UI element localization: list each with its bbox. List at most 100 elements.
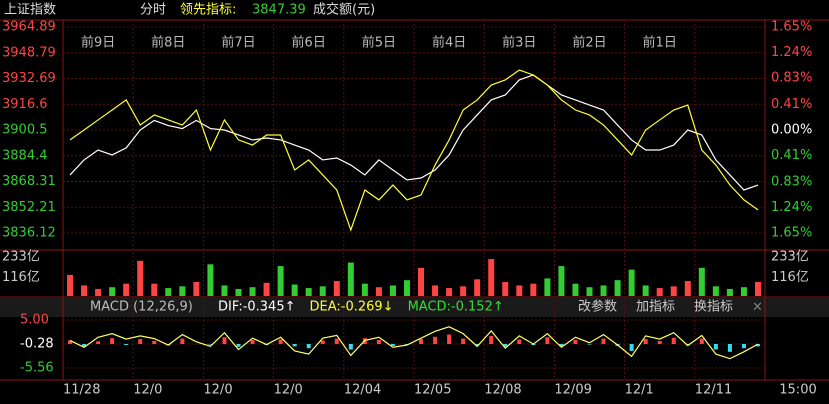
volume-bar (684, 281, 691, 296)
volume-bar (530, 283, 537, 296)
volume-bar (628, 269, 635, 296)
macd-bar (601, 338, 606, 344)
macd-bar (404, 344, 409, 345)
macd-bar (475, 344, 480, 346)
macd-bar (671, 337, 676, 344)
x-tick-label: 12/11 (695, 383, 732, 398)
macd-bar (334, 338, 339, 344)
day-label: 前8日 (151, 35, 185, 51)
x-tick-label: 12/0 (133, 383, 162, 398)
lead-name: 领先指标: (180, 3, 236, 18)
price-line (69, 69, 759, 232)
indicator-value: DEA:-0.269↓ (310, 300, 394, 315)
macd-bar (741, 344, 746, 349)
macd-bar (110, 338, 115, 344)
volume-bar (642, 285, 649, 296)
macd-bar (96, 341, 101, 344)
volume-bar (207, 264, 214, 296)
y-tick-label: 3852.21 (2, 200, 56, 215)
volume-bar (235, 288, 242, 296)
volume-bar (754, 281, 761, 296)
x-tick-label: 12/09 (554, 383, 591, 398)
macd-bar (180, 338, 185, 344)
volume-bar (403, 280, 410, 296)
y2-tick-label: 0.41% (771, 97, 812, 112)
y-tick-label: 5.00 (20, 313, 49, 328)
volume-bar (333, 281, 340, 296)
macd-bar (503, 344, 508, 347)
volume-bar (418, 267, 425, 296)
macd-bar (250, 340, 255, 344)
volume-bar (221, 285, 228, 296)
price-line (69, 74, 759, 191)
macd-bar (68, 340, 73, 344)
volume-bar (263, 282, 270, 296)
volume-bar (516, 285, 523, 296)
index-title: 上证指数 (4, 3, 56, 18)
volume-bar (179, 286, 186, 296)
volume-bar (151, 283, 158, 296)
day-label: 前1日 (643, 35, 677, 51)
macd-bar (755, 344, 760, 347)
indicator-button[interactable]: 换指标 (694, 300, 733, 315)
y-tick-label: 3900.5 (2, 123, 48, 138)
volume-bar (67, 274, 74, 296)
macd-bar (292, 344, 297, 347)
volume-bar (726, 288, 733, 296)
day-label: 前9日 (81, 35, 115, 51)
volume-bar (109, 287, 116, 296)
macd-bar (727, 344, 732, 352)
volume-bar (460, 286, 467, 296)
macd-bar (306, 344, 311, 349)
dif-line (69, 326, 759, 360)
macd-bar (559, 344, 564, 347)
y-tick-label: 3948.79 (2, 45, 56, 60)
y2-tick-label: 1.24% (771, 45, 812, 60)
macd-bar (517, 339, 522, 344)
day-label: 前3日 (502, 35, 536, 51)
x-tick-label: 12/08 (484, 383, 521, 398)
y-tick-label: 3964.89 (2, 20, 56, 35)
macd-bar (461, 338, 466, 344)
y-tick-label: 233亿 (2, 250, 40, 265)
volume-bar (558, 266, 565, 296)
indicator-button[interactable]: 加指标 (636, 300, 675, 315)
macd-bar (208, 344, 213, 345)
y2-tick-label: 0.83% (771, 71, 812, 86)
macd-header-bar (0, 298, 829, 317)
y-tick-label: 116亿 (771, 270, 809, 285)
y2-tick-label: 0.00% (771, 123, 812, 138)
day-label: 前2日 (572, 35, 606, 51)
volume-bar (375, 287, 382, 296)
macd-bar (419, 339, 424, 344)
volume-bar (446, 288, 453, 296)
macd-bar (433, 336, 438, 344)
volume-bar (488, 259, 495, 296)
macd-bar (222, 337, 227, 344)
y-tick-label: 233亿 (771, 250, 809, 265)
day-label: 前6日 (292, 35, 326, 51)
y-tick-label: -0.28 (20, 337, 54, 352)
macd-bar (152, 340, 157, 344)
day-label: 前7日 (221, 35, 255, 51)
volume-bar (291, 284, 298, 296)
macd-bar (587, 344, 592, 345)
y-tick-label: 3916.6 (2, 97, 48, 112)
x-tick-label: 15:00 (779, 383, 816, 398)
indicator-button[interactable]: 改参数 (578, 299, 617, 315)
volume-bar (656, 288, 663, 296)
volume-bar (698, 267, 705, 296)
volume-bar (249, 287, 256, 296)
macd-bar (629, 344, 634, 351)
y-tick-label: 116亿 (2, 270, 40, 285)
y2-tick-label: 0.41% (771, 148, 812, 163)
volume-bar (305, 288, 312, 296)
macd-bar (348, 344, 353, 350)
indicator-value: DIF:-0.345↑ (218, 300, 296, 315)
indicator-value: MACD:-0.152↑ (408, 300, 504, 315)
macd-bar (545, 337, 550, 344)
volume-bar (347, 262, 354, 296)
y-tick-label: -5.56 (20, 361, 54, 376)
